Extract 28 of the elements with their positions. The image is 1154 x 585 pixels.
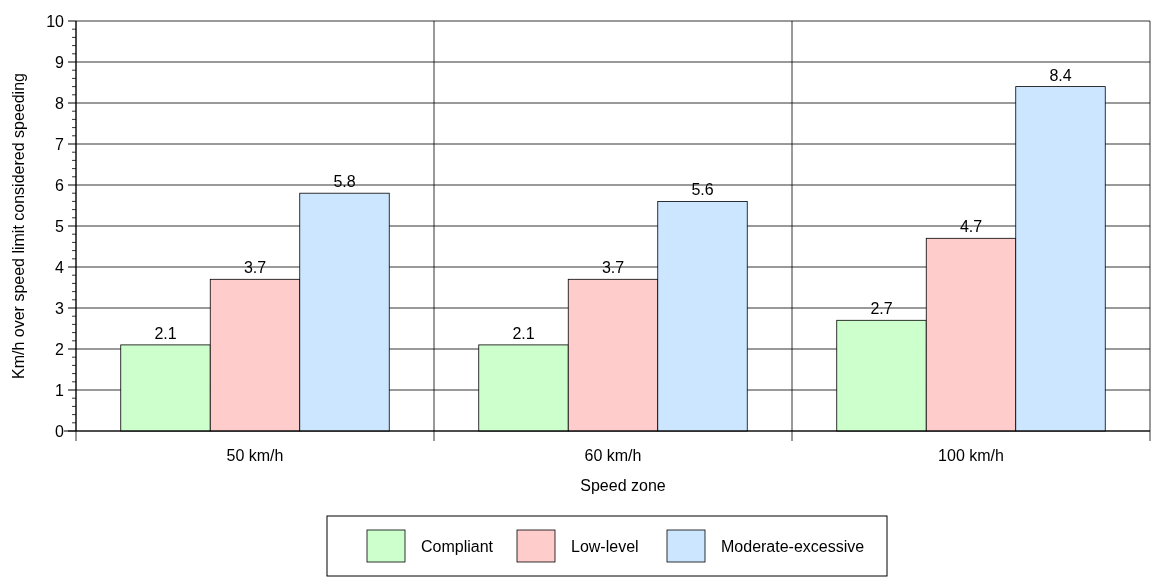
legend-label: Low-level (571, 537, 639, 555)
y-axis-title: Km/h over speed limit considered speeding (10, 73, 27, 379)
data-label: 2.1 (512, 324, 535, 342)
x-tick-label: 60 km/h (584, 447, 642, 464)
y-tick-label: 6 (55, 176, 65, 194)
data-label: 2.7 (870, 300, 893, 318)
data-label: 5.6 (691, 181, 714, 199)
y-tick-label: 2 (55, 340, 65, 358)
data-label: 4.7 (959, 218, 983, 236)
y-tick-label: 1 (55, 381, 65, 399)
y-tick-label: 4 (55, 258, 65, 276)
data-label: 3.7 (243, 259, 267, 277)
legend-label: Moderate-excessive (721, 537, 865, 555)
y-tick-label: 9 (55, 53, 65, 71)
x-tick-label: 100 km/h (938, 447, 1004, 464)
data-label: 3.7 (601, 259, 625, 277)
data-label: 2.1 (154, 324, 177, 342)
y-tick-label: 3 (55, 299, 65, 317)
x-tick-label: 50 km/h (226, 447, 284, 464)
y-tick-label: 10 (46, 12, 65, 30)
y-tick-label: 8 (55, 94, 65, 112)
legend-label: Compliant (421, 537, 494, 555)
y-tick-label: 5 (55, 217, 65, 235)
data-label: 5.8 (333, 173, 356, 191)
data-label: 8.4 (1049, 66, 1072, 84)
y-tick-label: 0 (55, 422, 65, 440)
x-axis-title: Speed zone (580, 477, 666, 494)
y-tick-label: 7 (55, 135, 65, 153)
